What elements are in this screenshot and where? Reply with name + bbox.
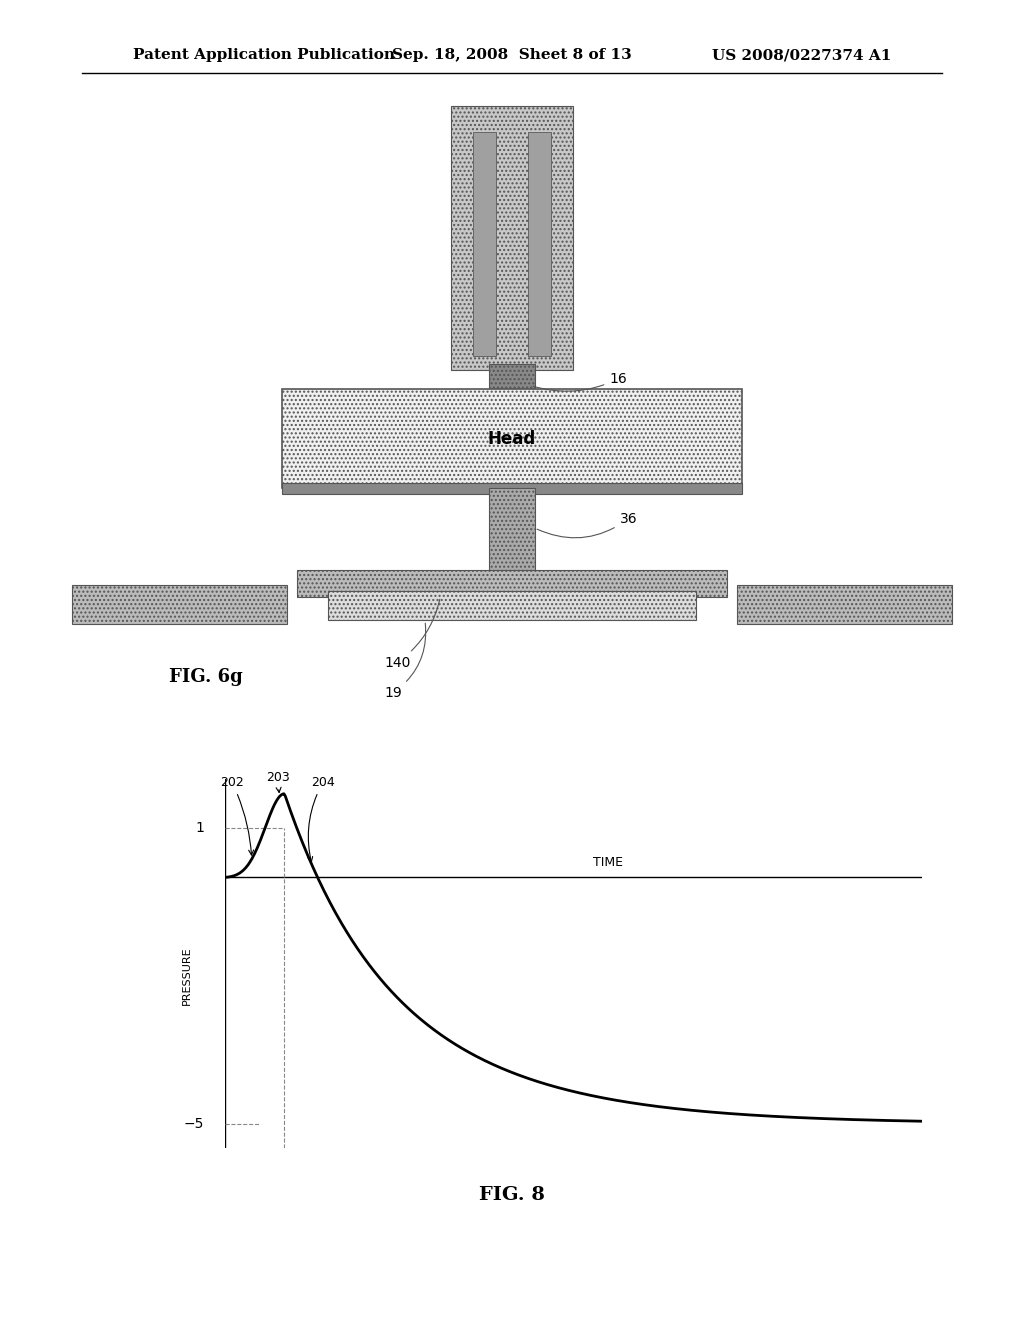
Text: 202: 202 [220,776,254,855]
Text: 203: 203 [265,771,290,792]
Bar [451,106,573,370]
Text: PRESSURE: PRESSURE [182,946,191,1006]
Bar [282,389,742,488]
Text: 1: 1 [196,821,205,836]
Text: 204: 204 [308,776,335,862]
Bar [328,591,696,620]
Bar [297,570,727,597]
Text: 140: 140 [384,599,439,669]
Text: FIG. 8: FIG. 8 [479,1185,545,1204]
Bar [489,488,535,574]
Bar [737,585,952,624]
Text: 19: 19 [384,623,426,700]
Text: TIME: TIME [593,857,624,869]
Text: −5: −5 [184,1117,205,1131]
Bar [282,483,742,494]
Bar [489,364,535,416]
Text: FIG. 6g: FIG. 6g [169,668,243,686]
Text: US 2008/0227374 A1: US 2008/0227374 A1 [712,49,891,62]
Text: 16: 16 [534,372,627,391]
Bar [72,585,287,624]
Text: Head: Head [487,430,537,447]
Text: Patent Application Publication: Patent Application Publication [133,49,395,62]
Bar [473,132,496,356]
Text: Sep. 18, 2008  Sheet 8 of 13: Sep. 18, 2008 Sheet 8 of 13 [392,49,632,62]
Bar [528,132,551,356]
Text: 36: 36 [537,512,637,537]
